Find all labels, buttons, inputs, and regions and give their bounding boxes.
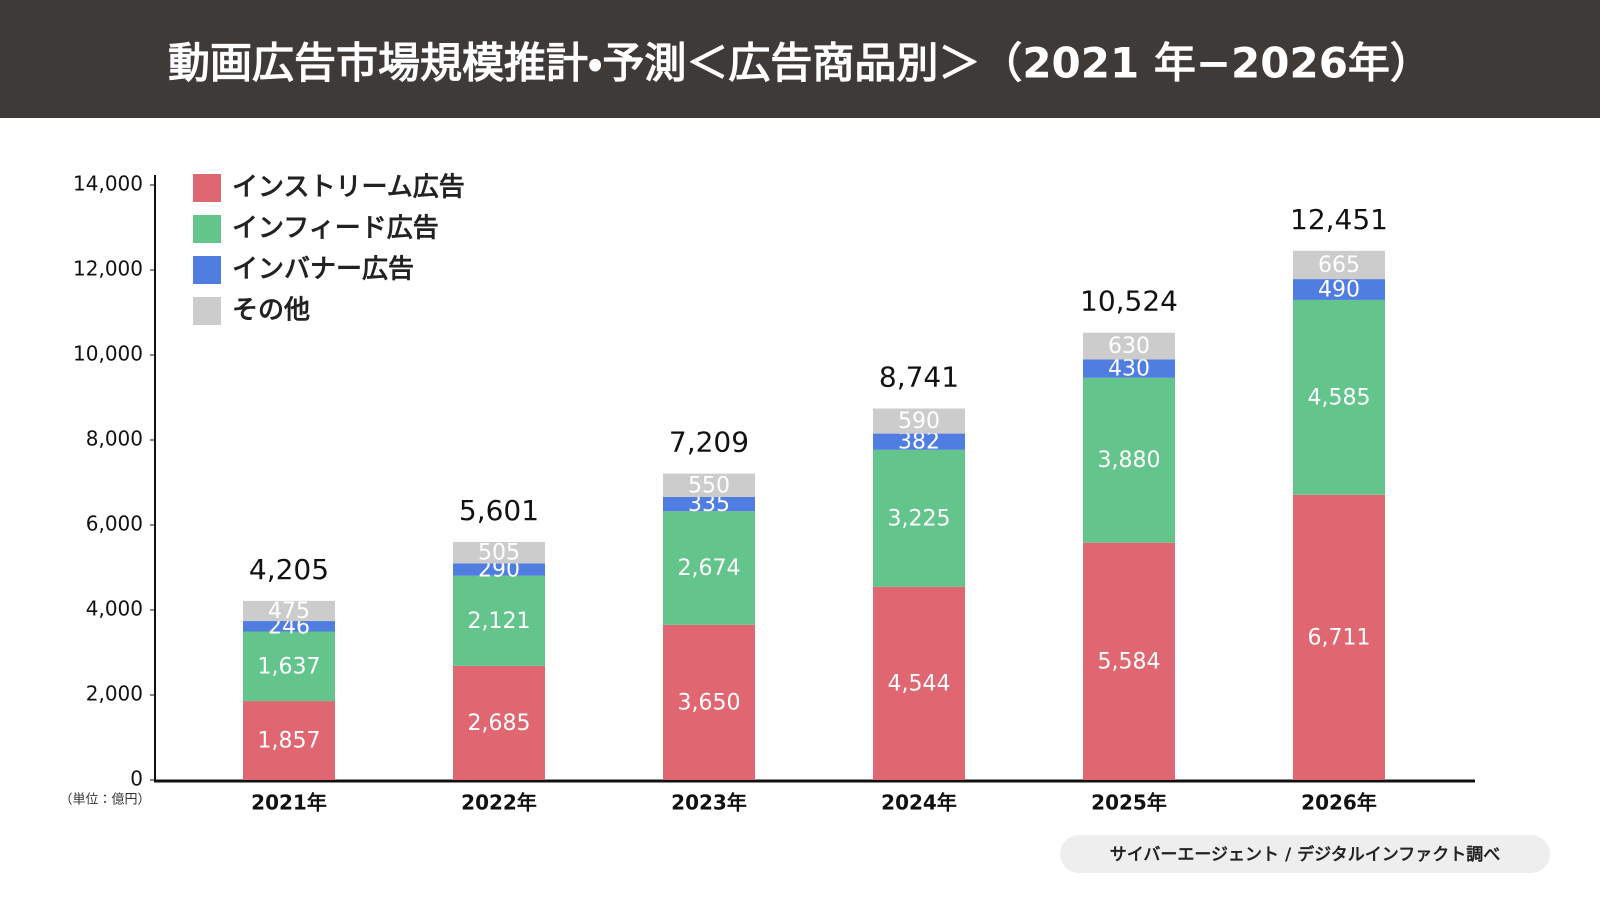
bar-segment bbox=[1083, 377, 1175, 543]
bar-segment bbox=[873, 408, 965, 434]
data-label: 382 bbox=[898, 430, 940, 455]
bar-segment bbox=[873, 433, 965, 450]
bar-segment bbox=[243, 600, 335, 622]
unit-label: （単位：億円） bbox=[59, 792, 150, 808]
bar-segment bbox=[1293, 494, 1385, 780]
total-label: 7,209 bbox=[669, 426, 749, 459]
bar-segment bbox=[1293, 299, 1385, 495]
bar-segment bbox=[453, 563, 545, 576]
bar-segment bbox=[663, 624, 755, 780]
data-label: 550 bbox=[688, 473, 730, 498]
data-label: 3,650 bbox=[678, 690, 741, 715]
total-label: 5,601 bbox=[459, 494, 539, 527]
data-label: 590 bbox=[898, 409, 940, 434]
legend-label: インフィード広告 bbox=[232, 214, 439, 244]
y-tick-label: 8,000 bbox=[86, 427, 143, 451]
y-tick-label: 10,000 bbox=[73, 342, 143, 366]
bar-segment bbox=[1083, 359, 1175, 378]
bar-segment bbox=[663, 496, 755, 512]
legend-swatch bbox=[193, 174, 221, 202]
y-tick-label: 6,000 bbox=[86, 512, 143, 536]
data-label: 2,674 bbox=[678, 556, 741, 581]
bar-segment bbox=[873, 586, 965, 780]
total-label: 12,451 bbox=[1290, 203, 1388, 236]
data-label: 5,584 bbox=[1098, 649, 1161, 674]
bar-segment bbox=[453, 665, 545, 780]
x-tick-label: 2022年 bbox=[461, 791, 537, 815]
bar-segment bbox=[873, 449, 965, 587]
bar-segment bbox=[1083, 332, 1175, 360]
bar-segment bbox=[663, 511, 755, 625]
bar-segment bbox=[1083, 542, 1175, 780]
x-tick-label: 2023年 bbox=[671, 791, 747, 815]
data-label: 630 bbox=[1108, 334, 1150, 359]
chart-title: 動画広告市場規模推計・予測＜広告商品別＞（2021 年−2026年） bbox=[168, 39, 1432, 88]
bar-segment bbox=[243, 701, 335, 780]
legend-label: その他 bbox=[232, 296, 310, 326]
x-tick-label: 2026年 bbox=[1301, 791, 1377, 815]
y-tick-label: 14,000 bbox=[73, 172, 143, 196]
data-label: 3,880 bbox=[1098, 448, 1161, 473]
source: サイバーエージェント / デジタルインファクト調べ bbox=[1110, 844, 1501, 865]
data-label: 490 bbox=[1318, 278, 1360, 303]
legend-label: インストリーム広告 bbox=[232, 173, 465, 203]
total-label: 8,741 bbox=[879, 361, 959, 394]
legend-swatch bbox=[193, 256, 221, 284]
total-label: 4,205 bbox=[249, 553, 329, 586]
bar-segment bbox=[453, 575, 545, 666]
data-label: 2,121 bbox=[468, 609, 531, 634]
total-label: 10,524 bbox=[1080, 285, 1178, 318]
data-label: 4,544 bbox=[888, 671, 951, 696]
y-tick-label: 2,000 bbox=[86, 682, 143, 706]
legend-swatch bbox=[193, 215, 221, 243]
bar-segment bbox=[453, 541, 545, 564]
data-label: 2,685 bbox=[468, 711, 531, 736]
bar-segment bbox=[243, 631, 335, 702]
data-label: 3,225 bbox=[888, 506, 951, 531]
header-bar bbox=[0, 0, 1600, 118]
legend-label: インバナー広告 bbox=[232, 255, 414, 285]
data-label: 1,637 bbox=[258, 654, 321, 679]
data-label: 1,857 bbox=[258, 729, 321, 754]
y-tick-label: 4,000 bbox=[86, 597, 143, 621]
data-label: 4,585 bbox=[1308, 385, 1371, 410]
data-label: 430 bbox=[1108, 357, 1150, 382]
bar-segment bbox=[663, 473, 755, 497]
data-label: 6,711 bbox=[1308, 625, 1371, 650]
bar-segment bbox=[1293, 250, 1385, 280]
bar-segment bbox=[1293, 279, 1385, 300]
source-pill bbox=[1060, 835, 1550, 873]
x-tick-label: 2021年 bbox=[251, 791, 327, 815]
x-tick-label: 2024年 bbox=[881, 791, 957, 815]
y-tick-label: 12,000 bbox=[73, 257, 143, 281]
bar-segment bbox=[243, 621, 335, 632]
data-label: 475 bbox=[268, 599, 310, 624]
data-label: 505 bbox=[478, 541, 520, 566]
x-tick-label: 2025年 bbox=[1091, 791, 1167, 815]
y-tick-label: 0 bbox=[130, 767, 143, 791]
data-label: 665 bbox=[1318, 253, 1360, 278]
legend-swatch bbox=[193, 297, 221, 325]
